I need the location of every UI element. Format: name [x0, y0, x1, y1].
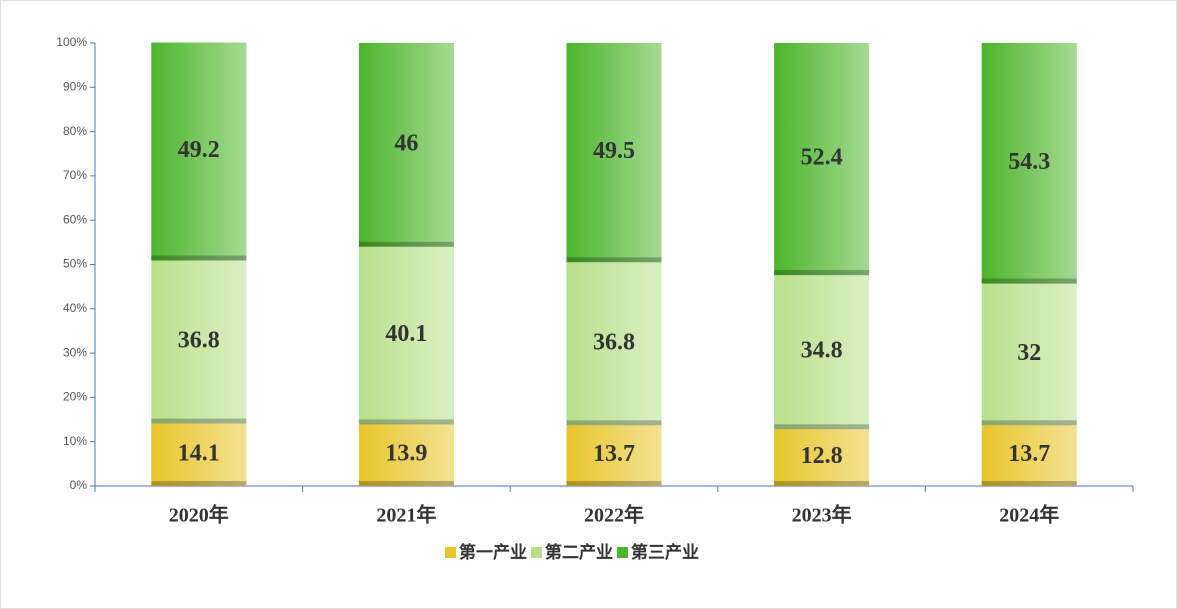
legend-label: 第三产业: [631, 542, 699, 562]
bar-edge: [358, 241, 454, 247]
bar-shine: [566, 43, 662, 263]
value-label: 12.8: [801, 443, 843, 469]
legend-swatch: [445, 547, 456, 558]
x-tick-label: 2020年: [169, 503, 229, 527]
bar-shine: [981, 425, 1077, 486]
bar-shine: [358, 246, 454, 425]
bar-shine: [151, 42, 247, 261]
bar-edge: [566, 257, 662, 263]
y-tick-label: 80%: [63, 124, 87, 138]
bar-shine: [151, 260, 247, 424]
bar-edge: [566, 481, 662, 486]
y-tick-label: 0%: [70, 478, 88, 492]
y-tick-label: 100%: [56, 35, 87, 49]
bar-edge: [774, 270, 870, 276]
bar-edge: [151, 481, 247, 486]
x-tick-label: 2021年: [376, 503, 436, 527]
bar-shine: [774, 429, 870, 486]
value-label: 49.2: [178, 137, 220, 163]
x-tick-label: 2022年: [584, 503, 644, 527]
value-label: 52.4: [801, 145, 843, 171]
bar-shine: [566, 425, 662, 486]
bar-edge: [981, 278, 1077, 284]
bar-edge: [358, 419, 454, 425]
x-tick-label: 2023年: [792, 503, 852, 527]
value-label: 32: [1017, 340, 1041, 366]
bar-shine: [981, 43, 1077, 284]
y-tick-label: 50%: [63, 257, 87, 271]
y-tick-label: 70%: [63, 168, 87, 182]
value-label: 13.7: [593, 441, 635, 467]
bar-edge: [981, 481, 1077, 486]
value-label: 46: [394, 130, 418, 156]
bar-edge: [151, 255, 247, 261]
value-label: 13.9: [385, 441, 427, 467]
value-label: 14.1: [178, 440, 220, 466]
bar-shine: [774, 275, 870, 430]
y-tick-label: 20%: [63, 390, 87, 404]
value-label: 34.8: [801, 338, 843, 364]
value-label: 40.1: [385, 321, 427, 347]
bar-edge: [774, 481, 870, 486]
y-tick-label: 30%: [63, 345, 87, 359]
y-tick-label: 90%: [63, 79, 87, 93]
bar-shine: [566, 262, 662, 426]
y-tick-label: 60%: [63, 212, 87, 226]
bar-shine: [358, 424, 454, 486]
bar-edge: [566, 420, 662, 426]
bar-edge: [151, 418, 247, 424]
x-tick-label: 2024年: [999, 503, 1059, 527]
legend-label: 第二产业: [545, 542, 613, 562]
y-tick-label: 40%: [63, 301, 87, 315]
bar-shine: [774, 43, 870, 276]
value-label: 13.7: [1008, 441, 1050, 467]
bar-edge: [358, 481, 454, 486]
y-tick-label: 10%: [63, 434, 87, 448]
value-label: 36.8: [178, 328, 220, 354]
bar-edge: [981, 420, 1077, 426]
bar-shine: [151, 423, 247, 486]
legend-label: 第一产业: [459, 542, 527, 562]
legend-swatch: [617, 547, 628, 558]
bar-shine: [981, 283, 1077, 426]
legend-swatch: [531, 547, 542, 558]
value-label: 36.8: [593, 329, 635, 355]
bar-shine: [358, 43, 454, 247]
bar-edge: [774, 424, 870, 430]
value-label: 49.5: [593, 138, 635, 164]
value-label: 54.3: [1008, 149, 1050, 175]
